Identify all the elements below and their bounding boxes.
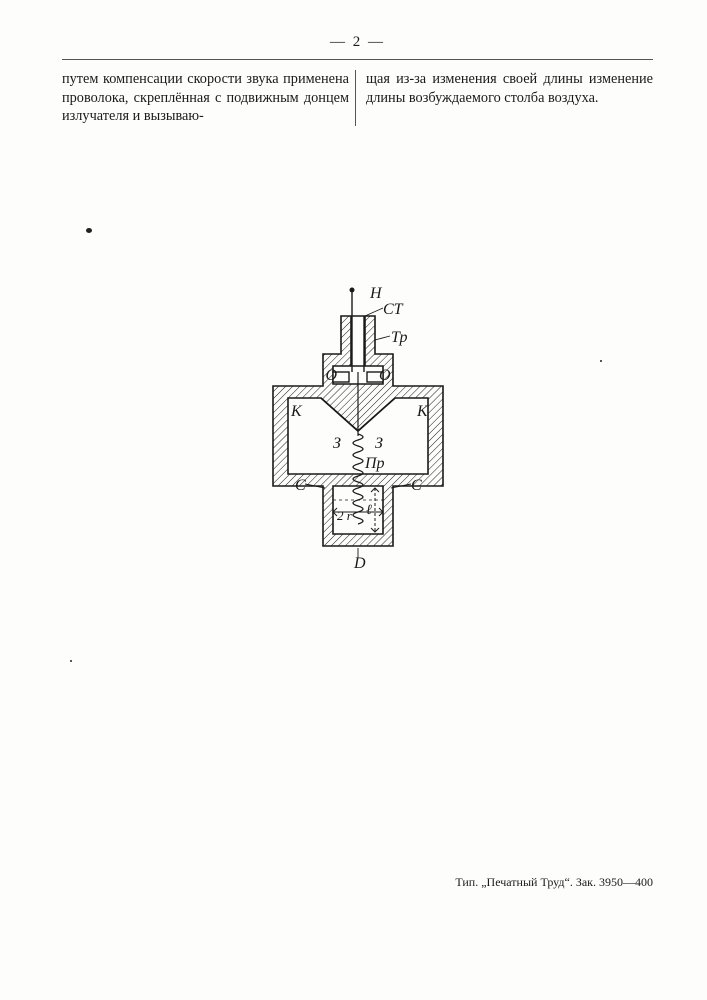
label-c-right: С: [411, 477, 422, 494]
label-ct: СТ: [383, 301, 404, 318]
label-o-left: О: [325, 367, 337, 384]
speck: [86, 228, 92, 233]
label-pr: Пр: [364, 455, 385, 472]
label-k-left: К: [290, 403, 303, 420]
label-tp: Тр: [391, 329, 408, 346]
label-d: D: [353, 555, 366, 572]
page: — 2 — путем компенсации скорости звука п…: [0, 0, 707, 1000]
imprint-footer: Тип. „Печатный Труд“. Зак. 3950—400: [455, 875, 653, 890]
column-left: путем компенсации скорости звука при­мен…: [62, 70, 356, 126]
label-z-left: З: [333, 435, 341, 452]
text-columns: путем компенсации скорости звука при­мен…: [62, 70, 653, 126]
label-z-right: З: [375, 435, 383, 452]
speck: [70, 660, 72, 662]
label-h: Н: [369, 285, 383, 302]
rule-top: [62, 59, 653, 60]
page-number: — 2 —: [62, 34, 653, 51]
figure-diagram: Н СТ Тр О О К К З З Пр С С 2 r ℓ D: [233, 276, 483, 576]
label-2r: 2 r: [337, 508, 353, 523]
figure-wrap: Н СТ Тр О О К К З З Пр С С 2 r ℓ D: [62, 276, 653, 576]
wire-terminal: [349, 287, 354, 292]
label-l: ℓ: [366, 503, 372, 518]
label-o-right: О: [379, 367, 391, 384]
speck: [600, 360, 602, 362]
label-c-left: С: [295, 477, 306, 494]
column-right: щая из-за изменения своей длины изме­нен…: [356, 70, 653, 126]
label-k-right: К: [416, 403, 429, 420]
